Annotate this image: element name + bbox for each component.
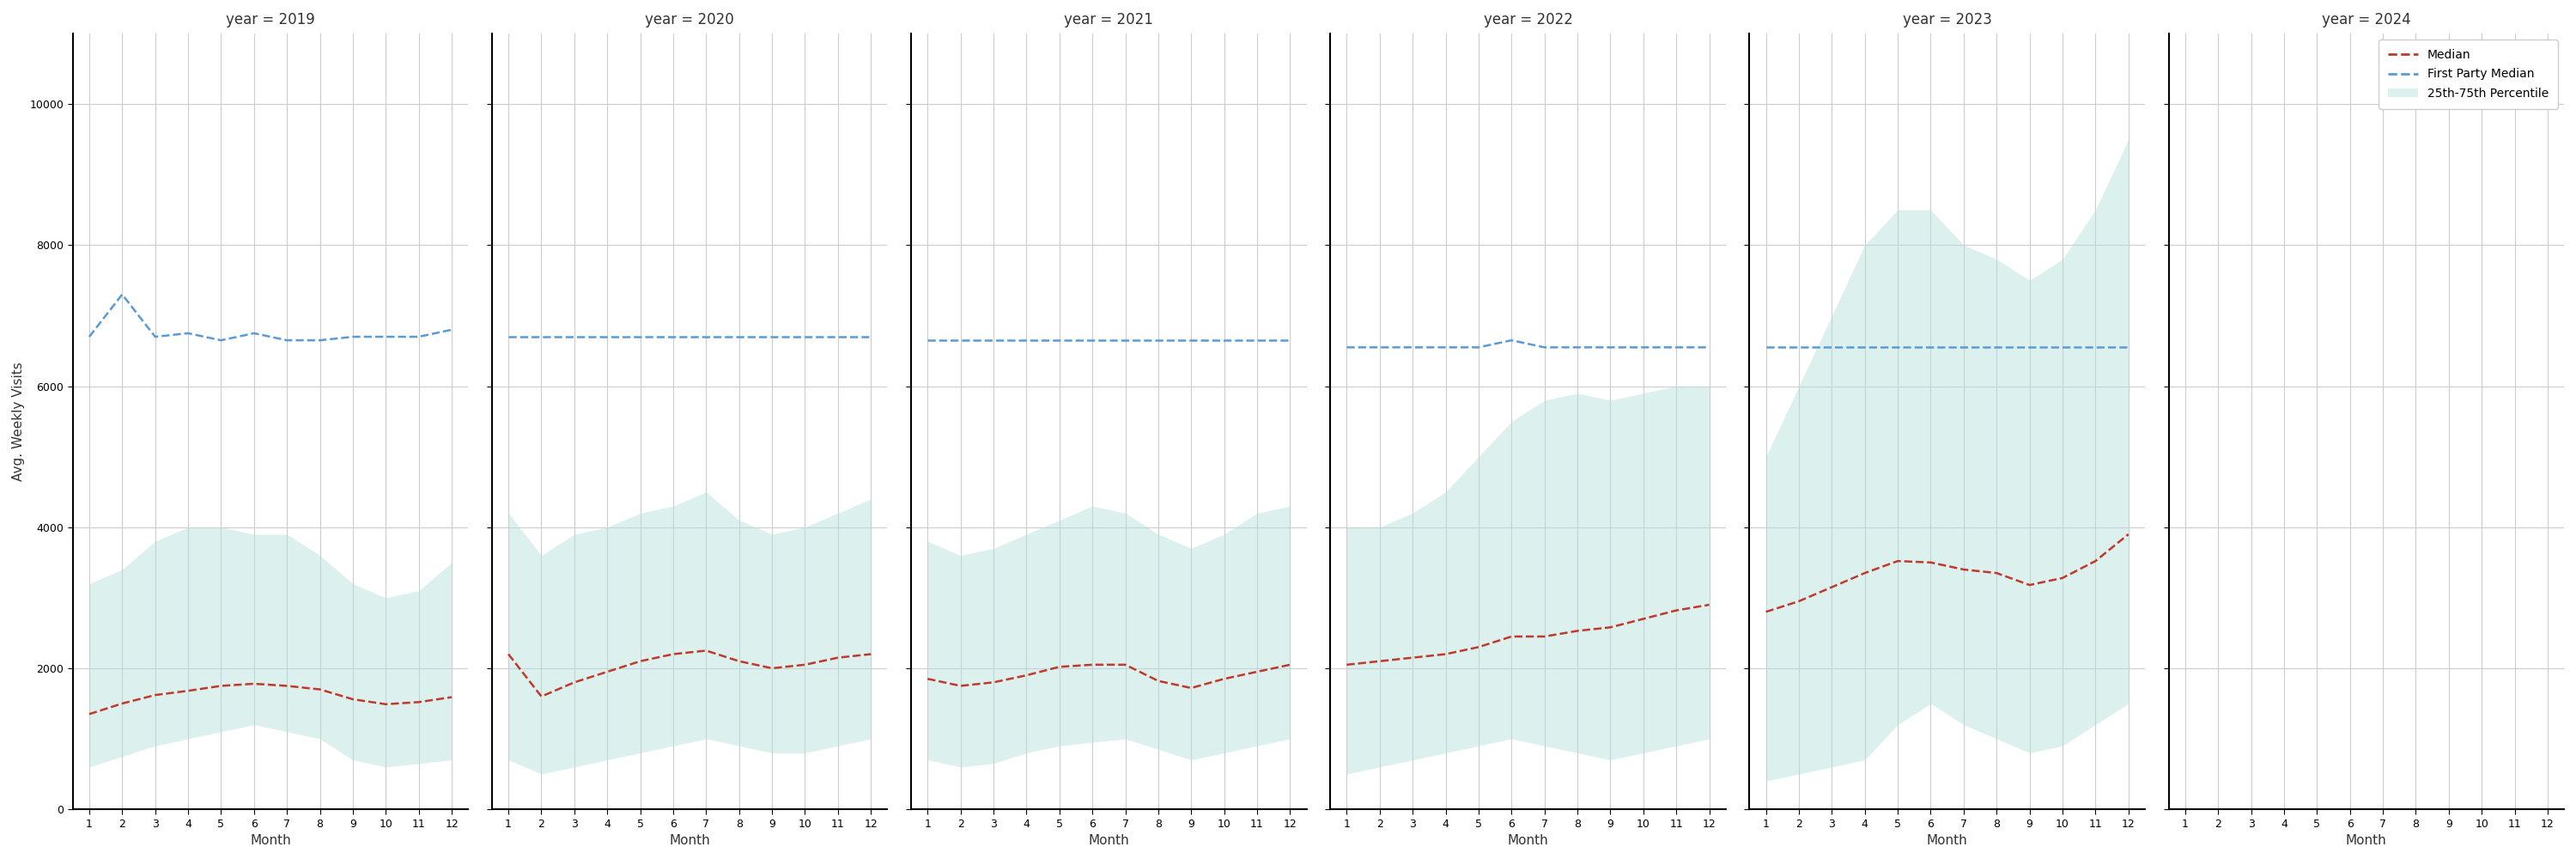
- X-axis label: Month: Month: [1927, 834, 1968, 847]
- X-axis label: Month: Month: [250, 834, 291, 847]
- Title: year = 2024: year = 2024: [2321, 12, 2411, 27]
- X-axis label: Month: Month: [2347, 834, 2388, 847]
- X-axis label: Month: Month: [1087, 834, 1128, 847]
- X-axis label: Month: Month: [670, 834, 711, 847]
- X-axis label: Month: Month: [1507, 834, 1548, 847]
- Legend: Median, First Party Median, 25th-75th Percentile: Median, First Party Median, 25th-75th Pe…: [2378, 40, 2558, 109]
- Title: year = 2020: year = 2020: [644, 12, 734, 27]
- Title: year = 2023: year = 2023: [1904, 12, 1991, 27]
- Title: year = 2019: year = 2019: [227, 12, 314, 27]
- Title: year = 2022: year = 2022: [1484, 12, 1571, 27]
- Title: year = 2021: year = 2021: [1064, 12, 1154, 27]
- Y-axis label: Avg. Weekly Visits: Avg. Weekly Visits: [13, 362, 26, 481]
